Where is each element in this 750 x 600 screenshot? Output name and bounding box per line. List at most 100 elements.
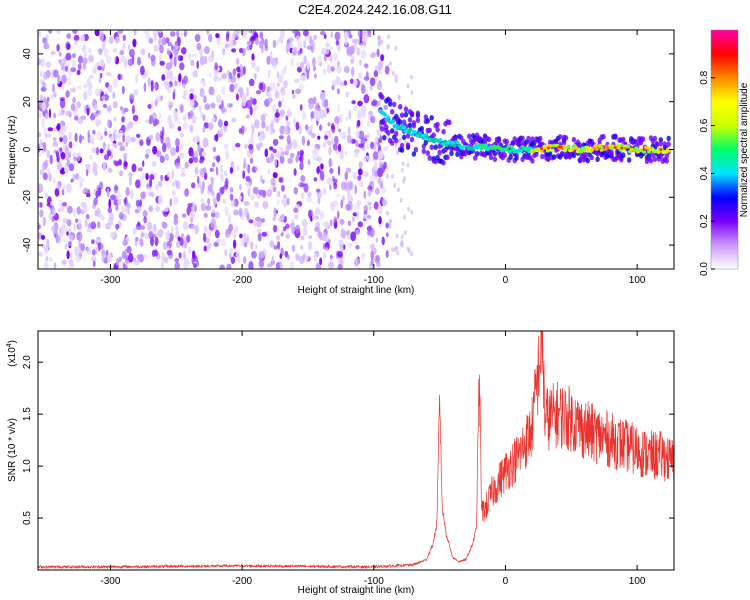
noise-blob [328,157,332,168]
noise-blob [177,236,181,242]
noise-blob [82,84,88,89]
noise-blob [159,44,164,54]
noise-blob [322,252,327,260]
noise-blob [226,32,230,42]
noise-blob [81,57,88,65]
noise-blob [248,78,255,87]
noise-blob [360,49,367,60]
noise-blob [294,214,299,220]
noise-blob [38,251,44,257]
noise-blob [209,176,215,182]
noise-blob [312,65,316,72]
noise-blob [266,263,273,268]
noise-blob [171,189,176,197]
noise-blob [316,188,321,193]
noise-blob [334,31,341,41]
noise-blob [295,155,299,163]
noise-blob [80,177,85,183]
signal-halo [621,152,626,158]
noise-blob [391,247,394,253]
noise-blob [142,160,145,168]
noise-blob [386,210,389,216]
signal-core [417,131,422,135]
signal-halo [407,117,413,123]
noise-blob [217,76,222,82]
noise-blob [129,189,134,200]
noise-blob [186,234,191,243]
signal-halo [666,141,671,147]
noise-blob [337,264,343,269]
signal-halo [589,154,594,161]
noise-blob [122,42,126,51]
noise-blob [96,221,101,229]
signal-halo [520,135,525,142]
noise-blob [94,30,101,37]
noise-blob [199,48,203,57]
noise-blob [343,244,346,250]
noise-blob [253,105,258,111]
signal-core [574,146,579,150]
signal-halo [640,136,646,142]
noise-blob [39,209,44,218]
noise-blob [40,234,46,240]
noise-blob [295,121,300,131]
noise-blob [80,34,85,42]
noise-blob [321,231,327,242]
noise-blob [72,208,76,216]
noise-blob [360,84,366,95]
noise-blob [122,85,125,95]
signal-halo [399,142,405,149]
noise-blob [214,133,219,142]
noise-blob [84,219,88,227]
noise-blob [255,90,262,95]
noise-blob [56,30,61,35]
noise-blob [300,175,306,183]
noise-blob [62,202,67,207]
noise-blob [313,34,317,40]
noise-blob [155,183,159,191]
noise-blob [265,125,270,132]
noise-blob [42,216,46,227]
noise-blob [191,115,197,120]
noise-blob [190,59,195,67]
noise-blob [276,38,279,46]
noise-blob [92,129,96,135]
noise-blob [327,140,332,146]
noise-blob [77,234,81,240]
noise-blob [250,35,256,41]
signal-halo [526,135,531,142]
noise-blob [367,33,372,38]
noise-blob [78,55,83,64]
noise-blob [88,222,91,230]
noise-blob [309,129,313,136]
noise-blob [132,114,139,122]
noise-blob [44,245,49,255]
noise-blob [85,247,92,255]
noise-blob [160,174,164,181]
y-tick-label: 1.0 [22,459,33,473]
signal-core [526,149,531,154]
noise-blob [230,198,236,207]
noise-blob [278,135,284,140]
noise-blob [196,60,199,69]
noise-blob [403,214,406,220]
noise-blob [106,253,112,263]
noise-blob [83,203,88,214]
signal-halo [449,150,454,157]
noise-blob [162,142,167,153]
signal-halo [390,128,395,134]
noise-blob [140,65,145,76]
noise-blob [373,201,379,210]
noise-blob [137,167,143,172]
noise-blob [345,116,349,122]
noise-blob [123,264,128,269]
signal-halo [514,152,519,159]
noise-blob [388,220,392,225]
y-tick-label: 2.0 [22,355,33,369]
noise-blob [208,86,215,96]
noise-blob [306,60,310,71]
noise-blob [44,192,49,200]
noise-blob [125,141,128,148]
noise-blob [216,94,222,104]
noise-blob [268,93,272,99]
